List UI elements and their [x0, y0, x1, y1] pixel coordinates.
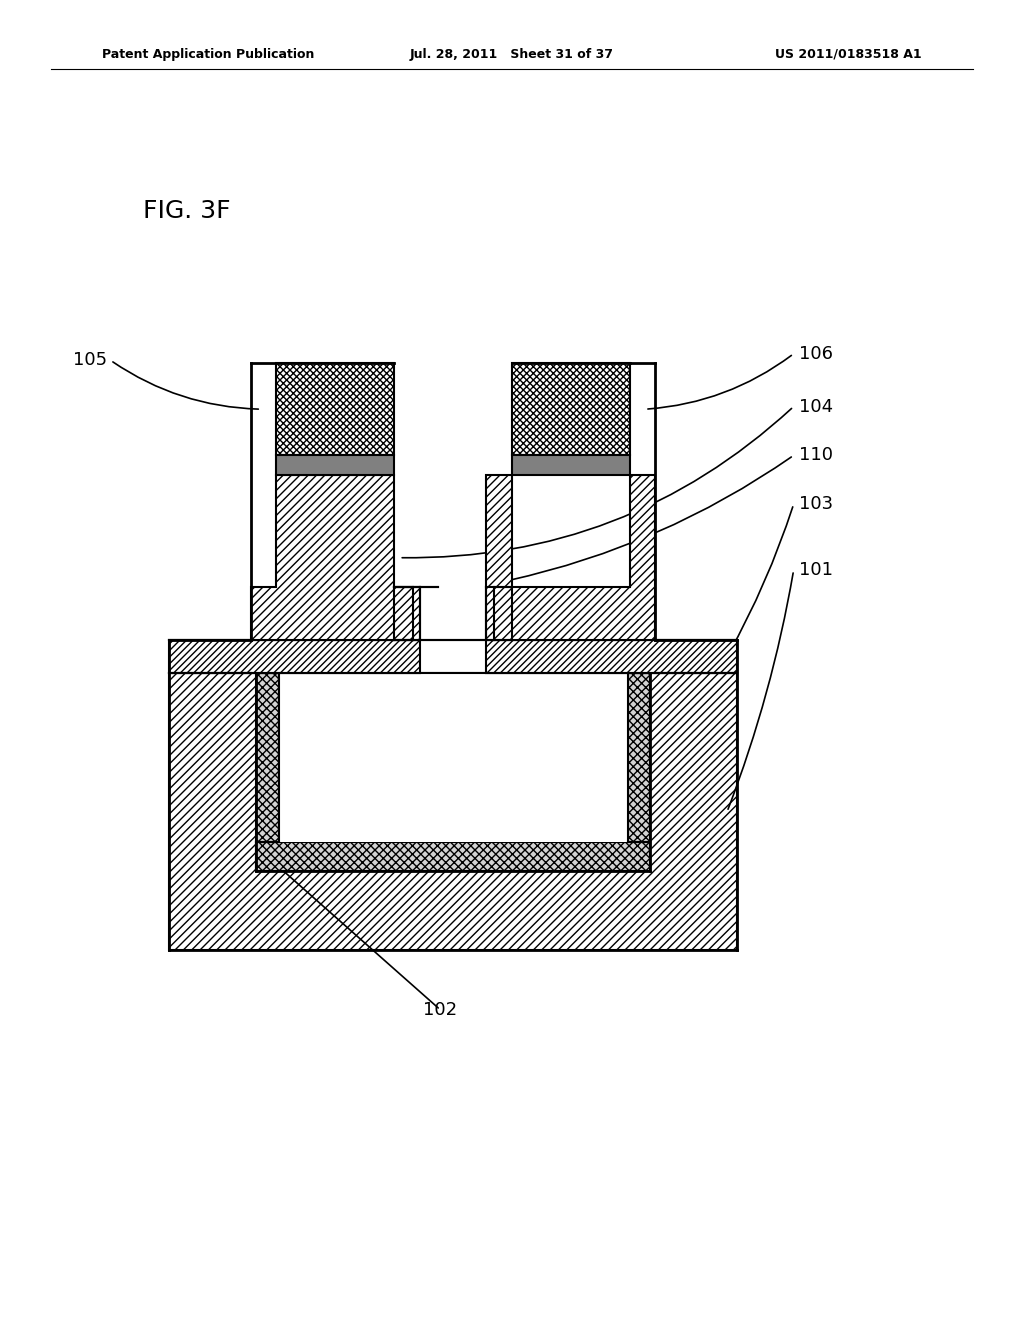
Bar: [256, 842, 650, 871]
Text: 102: 102: [423, 1001, 458, 1019]
Text: 105: 105: [74, 351, 108, 370]
Text: 106: 106: [799, 345, 833, 363]
Text: Patent Application Publication: Patent Application Publication: [102, 48, 314, 61]
Bar: [256, 673, 279, 871]
Bar: [169, 673, 737, 950]
Bar: [628, 673, 650, 871]
Polygon shape: [251, 475, 420, 640]
Text: 101: 101: [799, 561, 833, 579]
Text: US 2011/0183518 A1: US 2011/0183518 A1: [775, 48, 922, 61]
Text: 103: 103: [799, 495, 833, 513]
Text: FIG. 3F: FIG. 3F: [143, 199, 231, 223]
Bar: [276, 363, 394, 455]
Bar: [486, 640, 737, 673]
Polygon shape: [486, 475, 655, 640]
Text: Jul. 28, 2011   Sheet 31 of 37: Jul. 28, 2011 Sheet 31 of 37: [410, 48, 614, 61]
Bar: [276, 455, 394, 475]
Bar: [512, 455, 630, 475]
Bar: [169, 640, 420, 673]
Text: 110: 110: [799, 446, 833, 465]
Bar: [279, 673, 628, 842]
Bar: [512, 363, 630, 455]
Text: 104: 104: [799, 397, 833, 416]
Bar: [279, 673, 628, 842]
